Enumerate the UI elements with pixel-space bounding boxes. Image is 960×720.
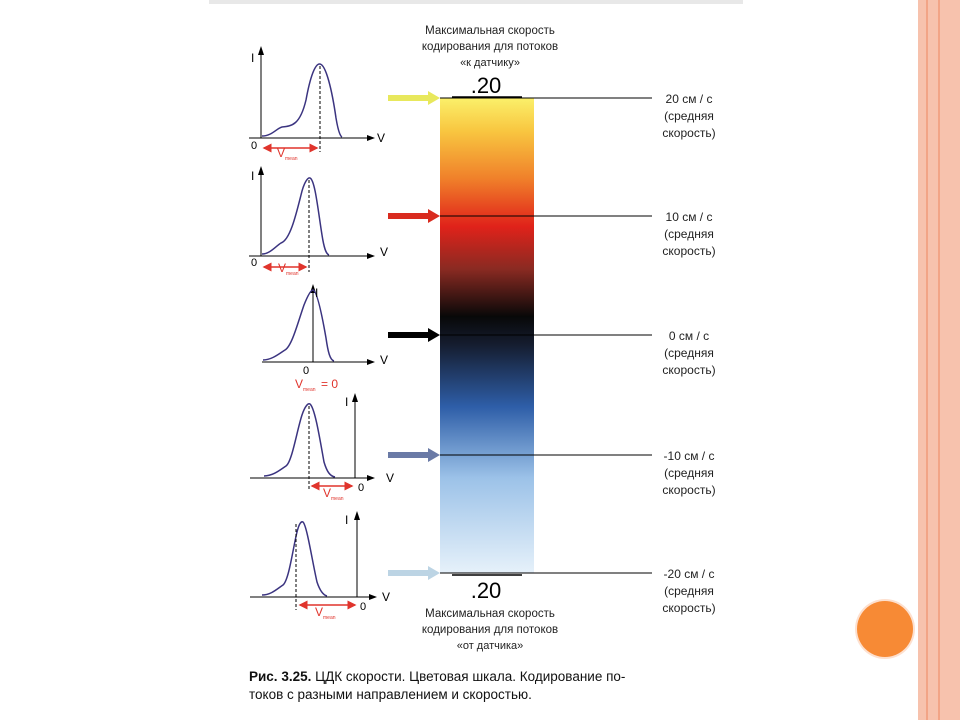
orange-circle-decoration [857, 601, 913, 657]
x-axis-label: V [386, 471, 394, 485]
origin-label: 0 [251, 140, 257, 152]
v-mean-subscript: mean [286, 271, 299, 277]
v-mean-subscript: mean [323, 615, 336, 621]
speed-note: скорость) [662, 601, 715, 615]
arrow-icon-blue [388, 448, 440, 462]
bottom-label-line-3: «от датчика» [457, 640, 524, 652]
bottom-label-line-1: Максимальная скорость [425, 608, 555, 620]
top-label-line-2: кодирования для потоков [422, 41, 558, 53]
figure-caption: Рис. 3.25. ЦДК скорости. Цветовая шкала.… [249, 668, 739, 704]
speed-level-20: 20 см / с (средняя скорость) [388, 91, 716, 140]
origin-label: 0 [360, 601, 366, 613]
slide-right-border [918, 0, 960, 720]
speed-value: 0 см / с [669, 329, 709, 343]
speed-value: -10 см / с [664, 449, 715, 463]
scale-bottom-value: .20 [471, 578, 502, 603]
v-mean-subscript: mean [285, 156, 298, 162]
top-label-line-3: «к датчику» [460, 57, 520, 69]
speed-level-minus-20: -20 см / с (средняя скорость) [388, 566, 716, 615]
speed-level-10: 10 см / с (средняя скорость) [388, 209, 716, 258]
v-mean-subscript: mean [303, 387, 316, 393]
speed-level-0: 0 см / с (средняя скорость) [388, 328, 716, 377]
x-axis-label: V [377, 131, 385, 145]
arrow-icon-light-blue [388, 566, 440, 580]
arrow-icon-yellow [388, 91, 440, 105]
spectrum-graph-3: I V 0 V mean = 0 [262, 284, 388, 393]
x-axis-label: V [380, 353, 388, 367]
speed-value: 20 см / с [666, 92, 713, 106]
speed-level-minus-10: -10 см / с (средняя скорость) [388, 448, 716, 497]
spectrum-graph-4: I V 0 V mean [250, 393, 394, 502]
y-axis-label: I [345, 513, 348, 527]
spectrum-graph-2: I V 0 V mean [249, 166, 388, 277]
spectrum-graph-5: I V 0 V mean [250, 511, 390, 621]
origin-label: 0 [251, 257, 257, 269]
v-mean-label: V [295, 377, 303, 391]
x-axis-label: V [380, 245, 388, 259]
origin-label: 0 [303, 365, 309, 377]
arrow-icon-black [388, 328, 440, 342]
x-axis-label: V [382, 590, 390, 604]
speed-note: (средняя [664, 227, 714, 241]
v-mean-zero: = 0 [321, 377, 338, 391]
y-axis-label: I [315, 286, 318, 300]
v-mean-label: V [315, 605, 323, 619]
v-mean-label: V [278, 261, 286, 275]
speed-note: (средняя [664, 346, 714, 360]
y-axis-label: I [251, 169, 254, 183]
arrow-icon-red [388, 209, 440, 223]
top-label-line-1: Максимальная скорость [425, 25, 555, 37]
scale-top-value: .20 [471, 73, 502, 98]
v-mean-subscript: mean [331, 496, 344, 502]
speed-note: (средняя [664, 466, 714, 480]
caption-label: Рис. 3.25. [249, 669, 312, 684]
speed-value: 10 см / с [666, 210, 713, 224]
spectrum-graph-1: I V 0 V mean [249, 46, 385, 162]
v-mean-label: V [277, 146, 285, 160]
speed-note: (средняя [664, 109, 714, 123]
speed-note: скорость) [662, 483, 715, 497]
speed-note: скорость) [662, 126, 715, 140]
speed-note: скорость) [662, 363, 715, 377]
caption-line-1: ЦДК скорости. Цветовая шкала. Кодировани… [315, 669, 626, 684]
speed-note: скорость) [662, 244, 715, 258]
v-mean-label: V [323, 486, 331, 500]
y-axis-label: I [251, 51, 254, 65]
speed-value: -20 см / с [664, 567, 715, 581]
speed-note: (средняя [664, 584, 714, 598]
caption-line-2: токов с разными направлением и скоростью… [249, 687, 532, 702]
origin-label: 0 [358, 482, 364, 494]
y-axis-label: I [345, 395, 348, 409]
bottom-label-line-2: кодирования для потоков [422, 624, 558, 636]
